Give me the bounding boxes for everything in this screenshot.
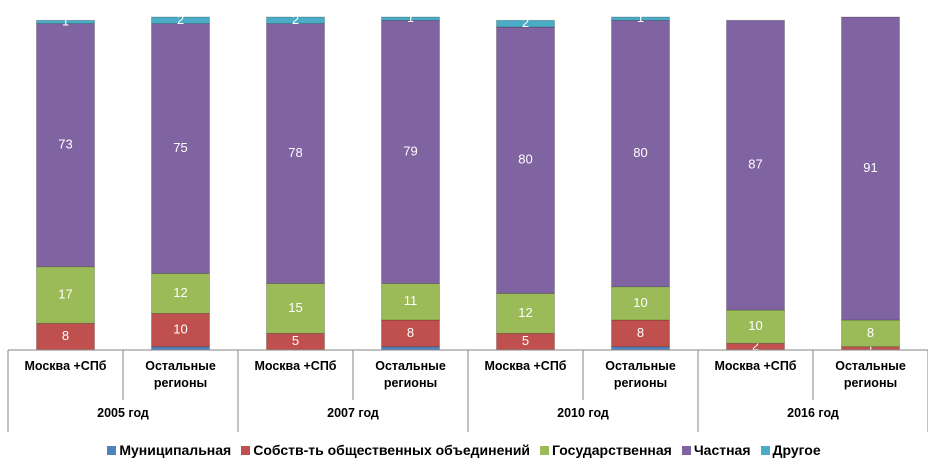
x-tick-label: Остальные регионы [605, 359, 676, 390]
bar-segment [841, 319, 900, 348]
bar-segment [266, 282, 325, 334]
legend-label: Другое [772, 442, 821, 458]
data-label: 8 [637, 325, 644, 340]
data-label: 78 [288, 145, 302, 160]
legend-item: Частная [681, 442, 751, 458]
data-label: 11 [404, 293, 418, 308]
legend-swatch [681, 445, 691, 455]
data-label: 10 [173, 321, 187, 336]
bar-segment [381, 19, 440, 284]
data-label: 1 [637, 10, 644, 25]
data-label: 8 [867, 325, 874, 340]
legend-label: Муниципальная [119, 442, 232, 458]
data-label: 10 [633, 295, 647, 310]
legend-label: Государственная [552, 442, 672, 458]
bar-segment [266, 23, 325, 284]
data-label: 5 [292, 333, 299, 348]
bar-segment [151, 23, 210, 274]
bar-segment [611, 319, 670, 348]
data-label: 2 [752, 338, 759, 353]
bar-segment [381, 282, 440, 321]
data-label: 2 [292, 12, 299, 27]
x-tick-label: Москва +СПб [24, 359, 107, 373]
data-label: 87 [748, 157, 762, 172]
x-tick-label: Москва +СПб [254, 359, 337, 373]
bar-segment [36, 19, 95, 25]
bar-segment [611, 19, 670, 288]
legend-label: Частная [693, 442, 751, 458]
bar-segment [36, 266, 95, 324]
data-label: 2 [177, 12, 184, 27]
data-label: 8 [407, 325, 414, 340]
legend-swatch [241, 445, 251, 455]
bar-segment [611, 16, 670, 21]
bar-segment [726, 19, 785, 311]
legend-swatch [107, 445, 117, 455]
legend-item: Муниципальная [107, 442, 231, 458]
legend-item: Государственная [540, 442, 672, 458]
bar-segment [151, 312, 210, 348]
data-label: 80 [633, 145, 647, 160]
bar-segment [726, 309, 785, 344]
data-label: 79 [403, 143, 417, 158]
bar-segment [36, 23, 95, 268]
x-tick-label: Москва +СПб [484, 359, 567, 373]
data-label: 5 [522, 333, 529, 348]
legend-swatch [540, 445, 550, 455]
legend: Муниципальная Собств-ть общественных объе… [0, 442, 928, 458]
group-label: 2005 год [97, 406, 149, 420]
data-label: 2 [522, 15, 529, 30]
data-label: 1 [867, 340, 874, 355]
legend-swatch [760, 445, 770, 455]
bar-segment [36, 322, 95, 351]
chart: 8177311012752515782811791512802810801210… [7, 10, 928, 432]
data-label: 80 [518, 152, 532, 167]
bar-segment [611, 286, 670, 321]
bar-segment [496, 26, 555, 294]
legend-item: Собств-ть общественных объединений [241, 442, 530, 458]
bar-segment [841, 16, 900, 321]
data-label: 12 [518, 305, 532, 320]
group-label: 2010 год [557, 406, 609, 420]
legend-label: Собств-ть общественных объединений [253, 442, 531, 458]
x-tick-label: Остальные регионы [145, 359, 216, 390]
data-label: 91 [863, 160, 877, 175]
bar-segment [151, 273, 210, 314]
bar-segment [496, 292, 555, 334]
data-label: 73 [58, 137, 72, 152]
x-tick-label: Остальные регионы [375, 359, 446, 390]
data-label: 75 [173, 140, 187, 155]
bar-segment [151, 16, 210, 25]
group-label: 2016 год [787, 406, 839, 420]
data-label: 10 [748, 318, 762, 333]
group-label: 2007 год [327, 406, 379, 420]
data-label: 1 [407, 10, 414, 25]
bar-segment [266, 16, 325, 25]
legend-item: Другое [760, 442, 821, 458]
data-label: 8 [62, 328, 69, 343]
data-label: 12 [173, 285, 187, 300]
data-label: 15 [288, 300, 302, 315]
data-label: 1 [62, 13, 69, 28]
data-label: 17 [58, 286, 72, 301]
x-tick-label: Остальные регионы [835, 359, 906, 390]
bar-segment [381, 16, 440, 21]
bar-segment [496, 19, 555, 28]
x-tick-label: Москва +СПб [714, 359, 797, 373]
